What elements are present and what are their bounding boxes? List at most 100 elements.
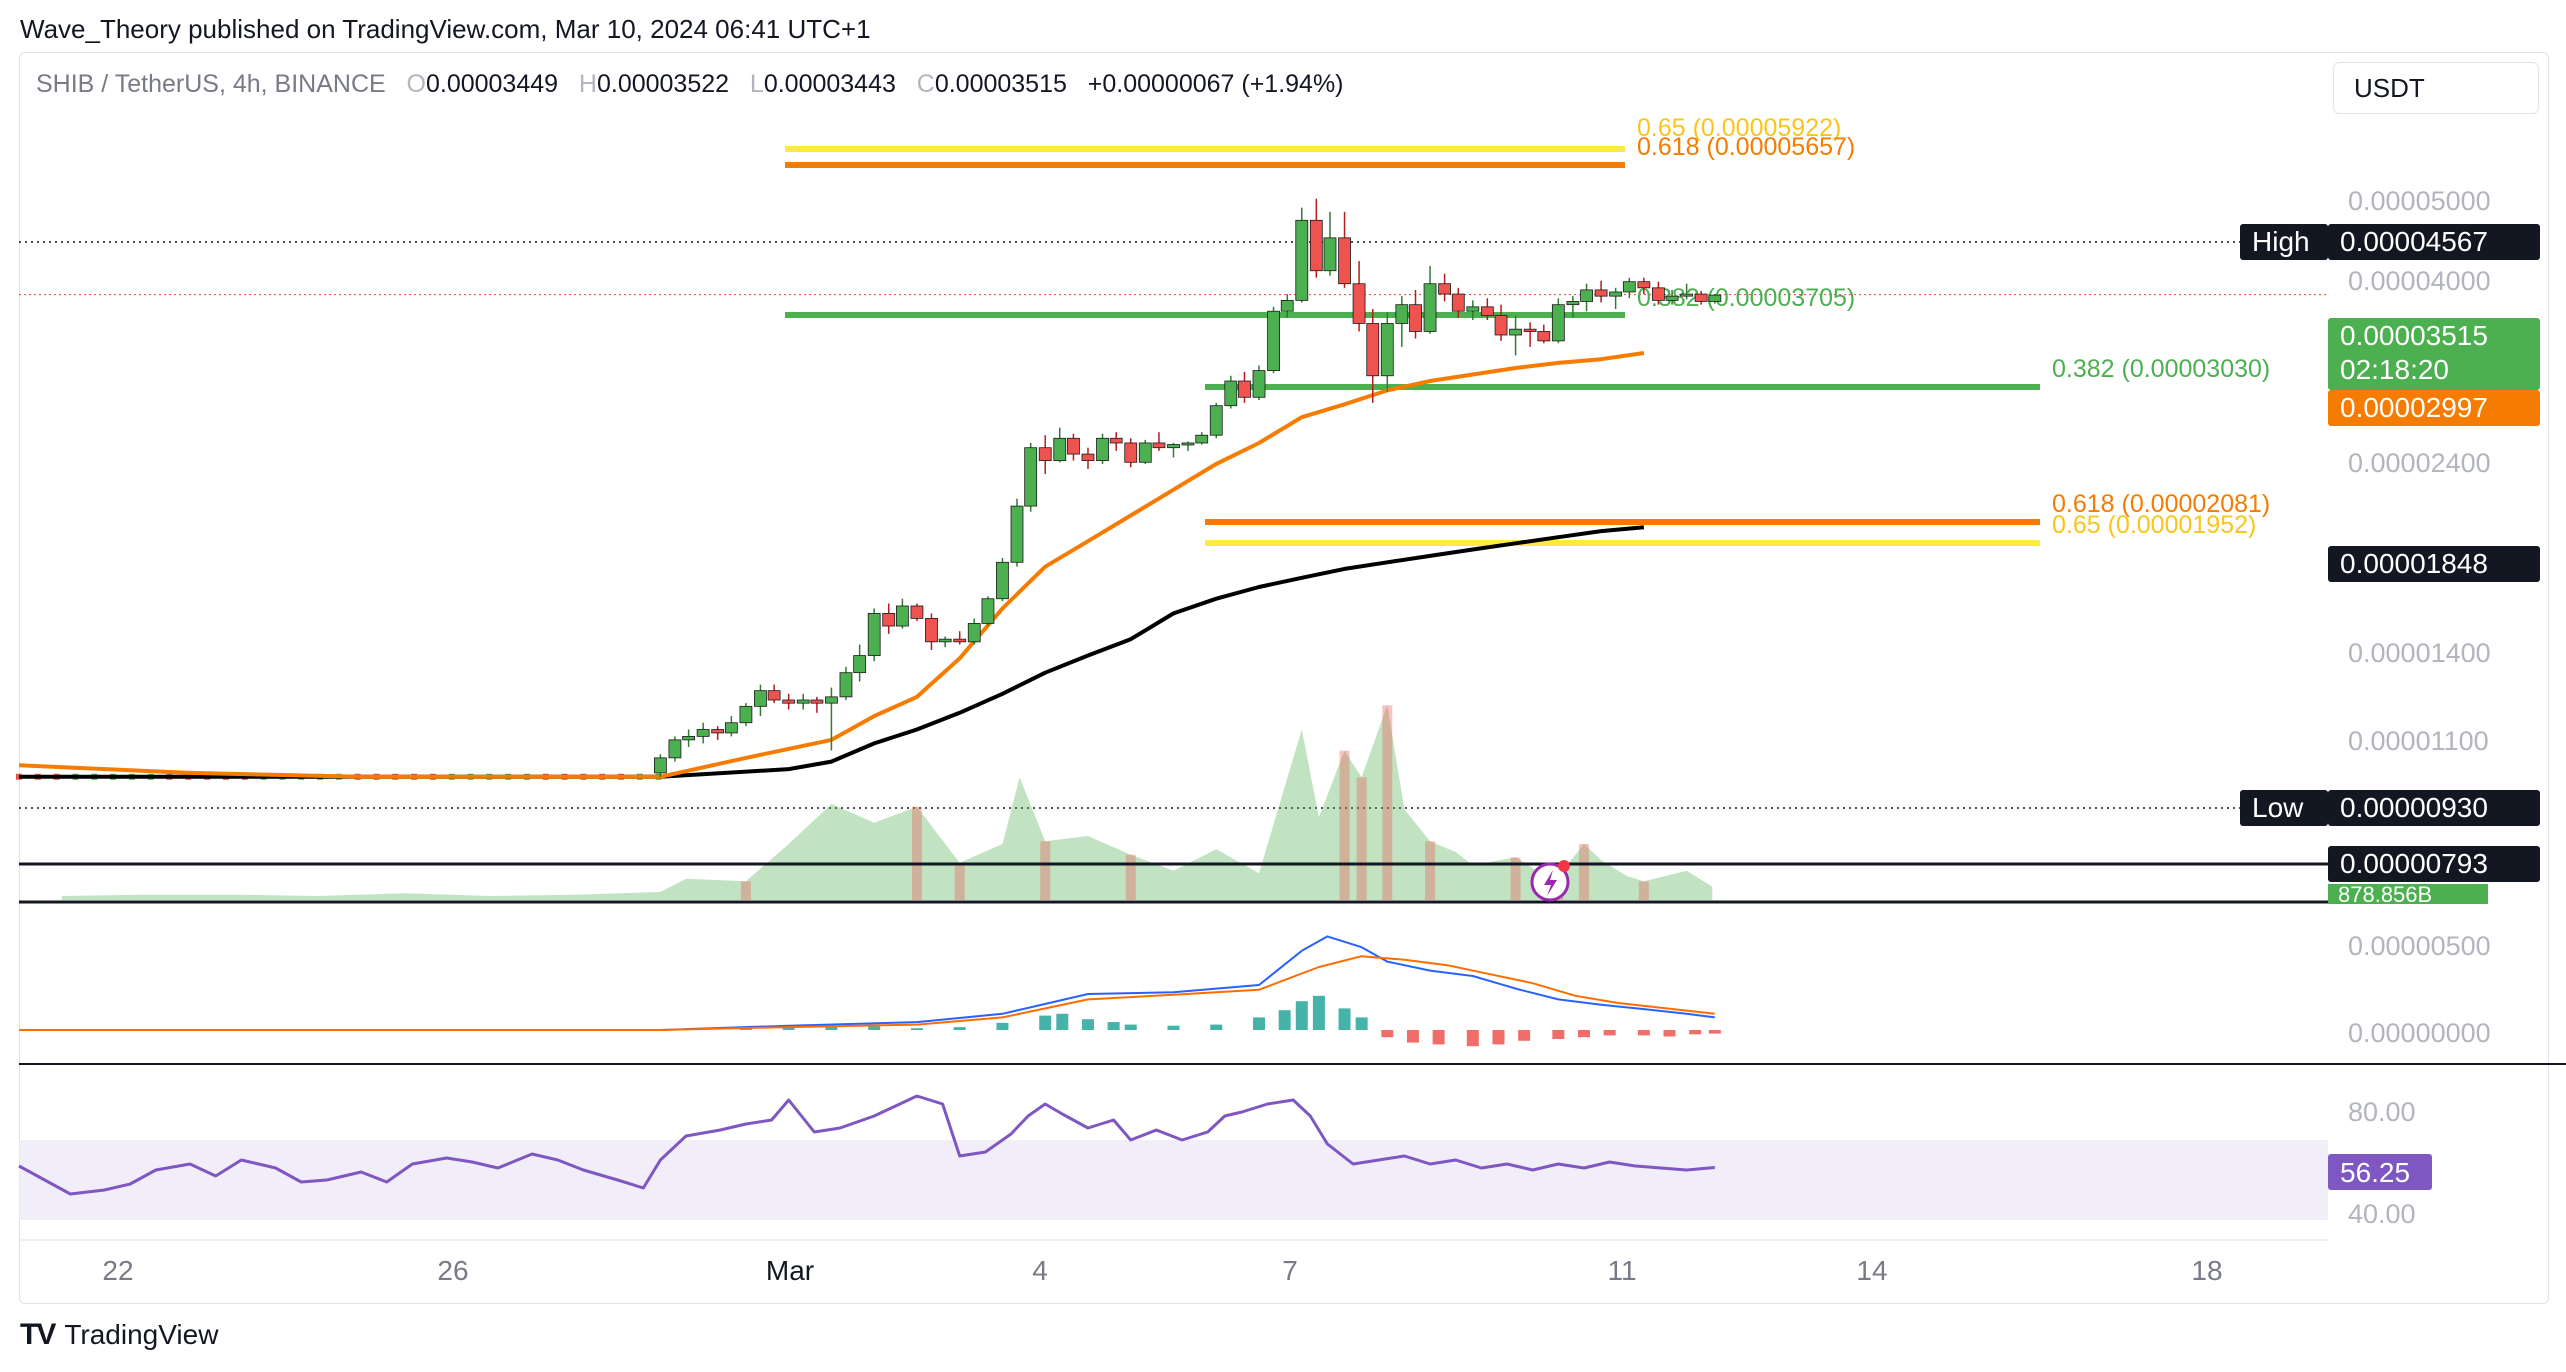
macd-line bbox=[19, 935, 1715, 1031]
macd-histogram-bar bbox=[1253, 1017, 1266, 1030]
candle-body bbox=[668, 739, 682, 759]
rsi-axis-tick: 80.00 bbox=[2348, 1097, 2416, 1127]
time-axis-tick: 11 bbox=[1607, 1255, 1636, 1286]
candle-body bbox=[1224, 380, 1238, 407]
candle-body bbox=[1438, 283, 1451, 295]
close-value: 0.00003515 bbox=[934, 70, 1067, 98]
low-tag-text: Low bbox=[2252, 792, 2304, 823]
symbol-label[interactable]: SHIB / TetherUS, 4h, BINANCE bbox=[36, 70, 386, 98]
candle-body bbox=[1409, 304, 1422, 332]
chart-frame bbox=[19, 52, 2549, 1304]
candle-body bbox=[1067, 437, 1080, 455]
candle-body bbox=[1480, 306, 1494, 317]
candle-body bbox=[739, 705, 753, 724]
candle-body bbox=[1395, 304, 1409, 324]
candle-body bbox=[953, 638, 967, 643]
candle-body bbox=[1280, 299, 1294, 312]
candle-body bbox=[1622, 281, 1636, 293]
high-value-tag-bg bbox=[2328, 224, 2540, 260]
tradingview-brand-name: TradingView bbox=[64, 1319, 219, 1350]
currency-selector[interactable]: USDT bbox=[2333, 62, 2539, 114]
volume-down-bar bbox=[1339, 750, 1350, 900]
candle-body bbox=[1010, 505, 1024, 563]
ohlc-legend: SHIB / TetherUS, 4h, BINANCE O0.00003449… bbox=[36, 70, 1344, 99]
macd-histogram-bar bbox=[1167, 1025, 1180, 1030]
low-tag: Low bbox=[2240, 790, 2328, 826]
macd-histogram-bar bbox=[1338, 1008, 1351, 1030]
macd-histogram-bar bbox=[1492, 1030, 1505, 1045]
candle-body bbox=[1366, 323, 1380, 377]
rsi-axis-tick: 40.00 bbox=[2348, 1199, 2416, 1229]
volume-area bbox=[61, 705, 1713, 900]
ema-200-line bbox=[19, 525, 1645, 779]
volume-down-bar bbox=[1382, 705, 1393, 900]
macd-histogram-bar bbox=[1295, 1001, 1308, 1030]
volume-value: 878.856B bbox=[2338, 882, 2432, 907]
notification-dot-icon bbox=[1558, 860, 1570, 872]
candle-body bbox=[1594, 289, 1608, 297]
candle-body bbox=[1152, 442, 1166, 449]
candle-body bbox=[1252, 370, 1266, 398]
low-value: 0.00003443 bbox=[763, 70, 896, 98]
open-value: 0.00003449 bbox=[425, 70, 559, 98]
close-key: C bbox=[916, 70, 935, 98]
price-axis-tick: 0.00005000 bbox=[2348, 186, 2491, 216]
candle-body bbox=[782, 699, 796, 704]
macd-histogram-bar bbox=[1603, 1030, 1616, 1036]
candle-body bbox=[682, 735, 696, 741]
candle-body bbox=[839, 672, 853, 698]
macd-histogram-bar bbox=[1355, 1017, 1368, 1030]
volume-down-bar bbox=[1510, 857, 1521, 900]
time-axis-tick: 7 bbox=[1282, 1255, 1298, 1286]
tradingview-logo[interactable]: TV TradingView bbox=[20, 1318, 218, 1352]
rsi-band bbox=[19, 1140, 2328, 1220]
signal-line bbox=[19, 955, 1715, 1031]
volume-down-bar bbox=[1425, 841, 1436, 900]
candle-body bbox=[1195, 434, 1209, 444]
high-key: H bbox=[578, 70, 597, 98]
candle-body bbox=[1295, 219, 1309, 301]
candle-body bbox=[696, 729, 710, 737]
candle-body bbox=[967, 623, 981, 643]
candle-body bbox=[896, 605, 909, 627]
macd-histogram-bar bbox=[1466, 1030, 1479, 1047]
candle-body bbox=[1238, 380, 1251, 398]
candle-body bbox=[653, 757, 667, 774]
candle-body bbox=[1708, 294, 1722, 302]
candle-body bbox=[1537, 331, 1551, 342]
macd-histogram-bar bbox=[782, 1026, 795, 1030]
low-key: L bbox=[749, 70, 764, 98]
fib-level-label: 0.618 (0.00002081) bbox=[2052, 490, 2270, 518]
candle-body bbox=[1309, 219, 1323, 272]
macd-histogram-bar bbox=[1432, 1030, 1445, 1045]
time-axis-tick: 22 bbox=[102, 1255, 133, 1286]
price-axis-tick: 0.00001100 bbox=[2348, 726, 2489, 756]
candle-body bbox=[1024, 447, 1038, 507]
volume-down-bar bbox=[1356, 777, 1367, 900]
candle-body bbox=[882, 612, 896, 627]
high-tag-text: High bbox=[2252, 226, 2310, 257]
macd-histogram-bar bbox=[1124, 1024, 1137, 1030]
macd-histogram-bar bbox=[1107, 1022, 1120, 1030]
candle-body bbox=[996, 561, 1009, 600]
ema-50-tag-bg bbox=[2328, 390, 2540, 426]
macd-histogram-bar bbox=[1663, 1030, 1676, 1037]
candle-body bbox=[1609, 291, 1623, 297]
candle-body bbox=[1380, 323, 1394, 377]
volume-down-bar bbox=[1638, 881, 1649, 900]
ema-50-line bbox=[18, 351, 1645, 779]
open-key: O bbox=[406, 70, 426, 98]
low-tag-bg bbox=[2240, 790, 2328, 826]
candle-body bbox=[1323, 237, 1337, 272]
macd-histogram-bar bbox=[1081, 1019, 1094, 1030]
macd-axis-tick: 0.00000000 bbox=[2348, 1018, 2491, 1048]
volume-value-tag-bg bbox=[2328, 884, 2488, 904]
rsi-value: 56.25 bbox=[2340, 1157, 2410, 1188]
time-axis-tick: 18 bbox=[2191, 1255, 2222, 1286]
low-value-tag-bg bbox=[2328, 790, 2540, 826]
low-value-tag: 0.00000930 bbox=[2328, 790, 2540, 826]
candle-body bbox=[1167, 444, 1180, 449]
change-value: +0.00000067 (+1.94%) bbox=[1087, 70, 1344, 98]
candle-body bbox=[1580, 289, 1593, 302]
